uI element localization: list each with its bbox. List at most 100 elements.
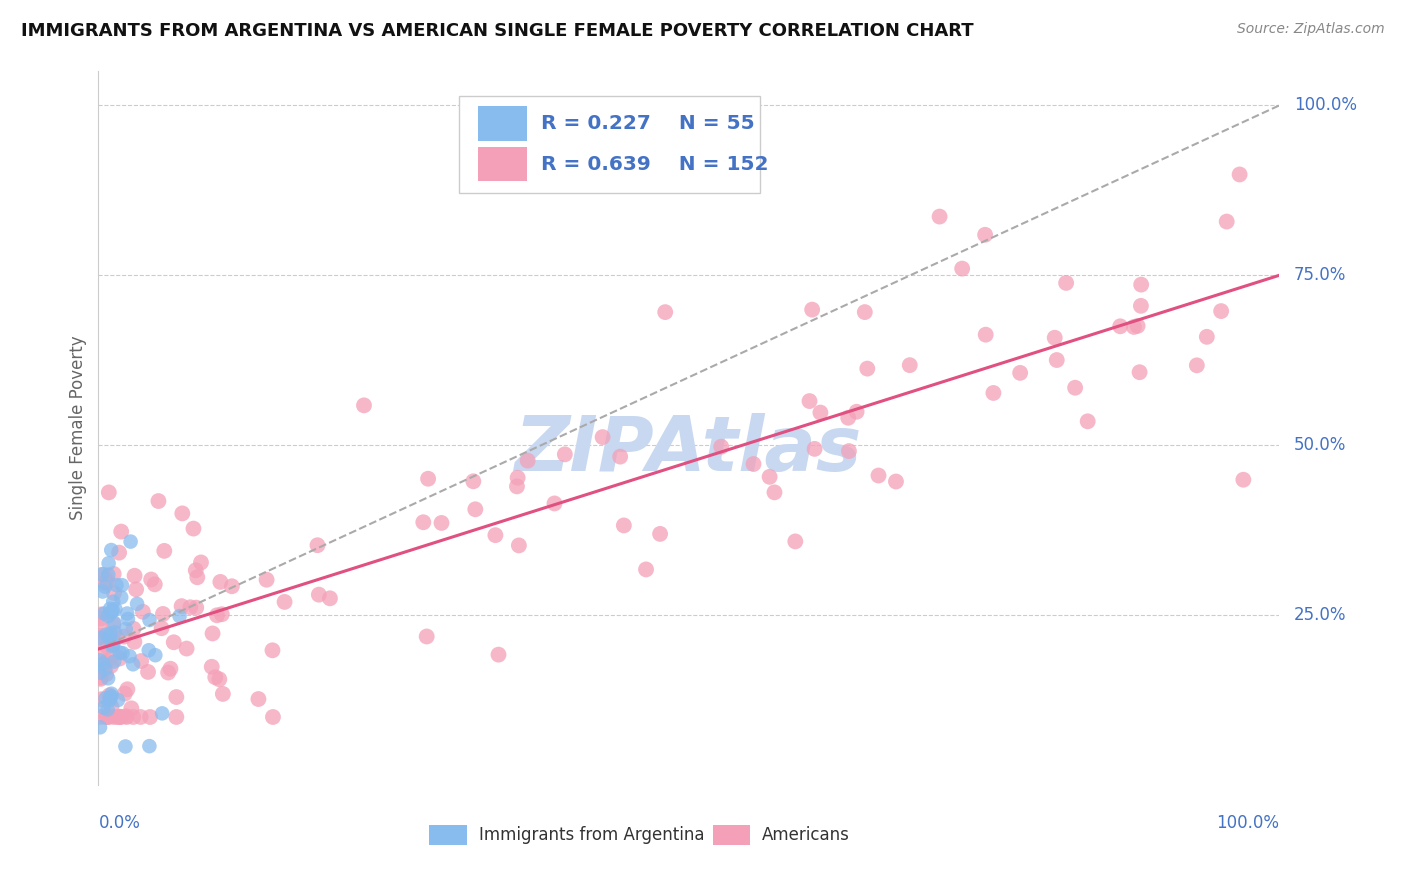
Point [117, 682, 139, 697]
Point [592, 430, 614, 444]
Point [96, 627, 118, 641]
Point [93, 607, 115, 621]
Point [1122, 320, 1144, 334]
Point [1126, 318, 1149, 333]
Point [103, 586, 125, 600]
Point [1064, 381, 1087, 395]
Point [97, 710, 120, 724]
Text: 100.0%: 100.0% [1294, 96, 1357, 114]
Point [1229, 168, 1251, 182]
Point [90, 633, 112, 648]
Point [204, 670, 226, 684]
Point [103, 594, 125, 608]
Point [90, 671, 112, 685]
Point [148, 494, 170, 508]
Point [201, 626, 224, 640]
Point [136, 665, 159, 679]
Point [96, 710, 118, 724]
Point [1010, 366, 1032, 380]
Text: 75.0%: 75.0% [1294, 266, 1346, 285]
Point [120, 534, 142, 549]
Point [101, 603, 124, 617]
Point [103, 647, 125, 661]
Point [163, 635, 186, 649]
Point [463, 475, 485, 489]
Point [1129, 299, 1152, 313]
Point [1211, 304, 1233, 318]
Point [104, 625, 127, 640]
Point [93, 700, 115, 714]
Point [785, 534, 807, 549]
Point [1129, 365, 1152, 379]
Point [506, 471, 529, 485]
Point [169, 609, 191, 624]
Point [179, 600, 201, 615]
Point [799, 394, 821, 409]
Point [516, 453, 538, 467]
Point [107, 710, 129, 724]
Text: ZIPAtlas: ZIPAtlas [515, 413, 863, 486]
Point [115, 709, 138, 723]
Point [97, 574, 120, 589]
Point [974, 227, 997, 242]
Point [176, 641, 198, 656]
Point [110, 524, 132, 539]
Point [209, 574, 232, 589]
Point [103, 710, 125, 724]
Point [97, 671, 120, 685]
Point [170, 599, 193, 614]
Point [143, 648, 166, 663]
Point [763, 485, 786, 500]
Point [186, 570, 208, 584]
Point [256, 573, 278, 587]
Point [96, 640, 118, 654]
Point [484, 528, 506, 542]
Point [112, 630, 135, 644]
Point [464, 502, 486, 516]
Point [1109, 319, 1132, 334]
Point [122, 657, 145, 672]
Point [114, 739, 136, 754]
Point [845, 405, 868, 419]
Point [90, 611, 112, 625]
Point [90, 629, 112, 643]
Point [100, 659, 122, 673]
Text: R = 0.227    N = 55: R = 0.227 N = 55 [541, 114, 755, 133]
Point [1077, 414, 1099, 428]
Point [654, 305, 676, 319]
Point [208, 673, 231, 687]
FancyBboxPatch shape [458, 96, 759, 193]
Point [104, 602, 127, 616]
Point [94, 691, 117, 706]
Point [758, 470, 780, 484]
Point [108, 709, 131, 723]
Point [898, 358, 921, 372]
Point [98, 693, 121, 707]
Point [90, 643, 112, 657]
Point [262, 710, 284, 724]
Point [1195, 330, 1218, 344]
Point [974, 327, 997, 342]
Point [129, 654, 152, 668]
Point [139, 710, 162, 724]
Bar [713, 825, 751, 845]
Point [103, 615, 125, 630]
Point [742, 457, 765, 471]
Point [810, 406, 832, 420]
Point [353, 398, 375, 412]
Point [115, 710, 138, 724]
Point [186, 600, 208, 615]
Point [124, 568, 146, 582]
Point [118, 649, 141, 664]
Point [97, 702, 120, 716]
Point [319, 591, 342, 606]
Point [838, 444, 860, 458]
Point [94, 662, 117, 676]
Point [868, 468, 890, 483]
Point [90, 710, 112, 724]
Point [98, 689, 121, 703]
Point [90, 567, 112, 582]
Point [115, 607, 138, 621]
Point [543, 496, 565, 510]
Point [1130, 277, 1153, 292]
